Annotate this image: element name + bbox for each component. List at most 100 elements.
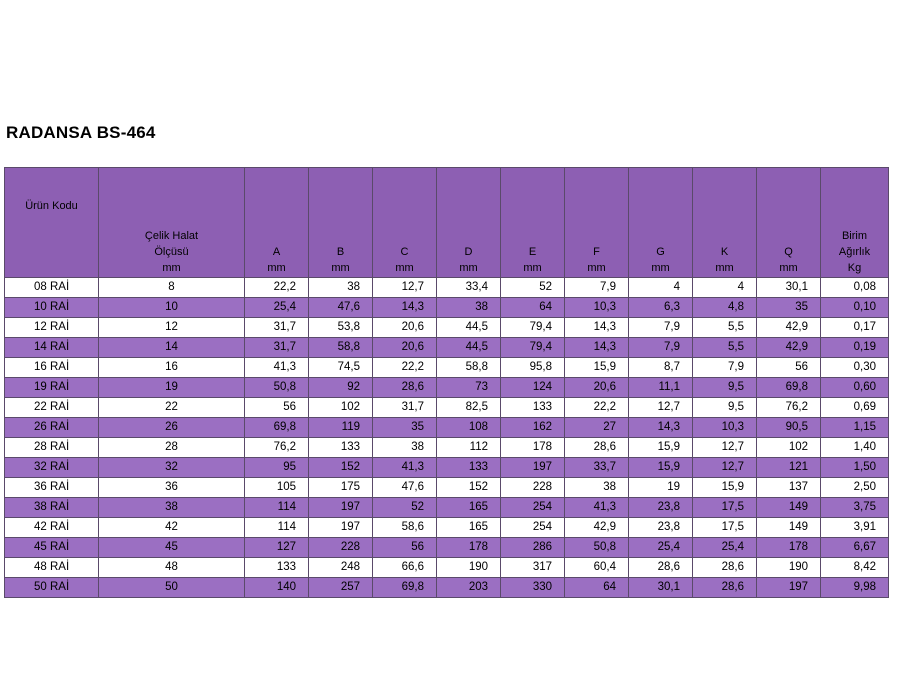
header-col-label: D [464, 246, 473, 258]
dim-e-cell: 178 [500, 437, 565, 458]
dim-k-cell: 4 [692, 277, 757, 298]
dim-g-cell: 25,4 [628, 537, 693, 558]
dim-k-cell: 12,7 [692, 457, 757, 478]
dim-c-cell: 47,6 [372, 477, 437, 498]
dim-f-cell: 28,6 [564, 437, 629, 458]
dim-k-cell: 9,5 [692, 377, 757, 398]
rope-size-cell: 50 [98, 577, 245, 598]
dim-b-cell: 92 [308, 377, 373, 398]
dim-g-cell: 7,9 [628, 337, 693, 358]
dim-a-cell: 127 [244, 537, 309, 558]
dim-b-cell: 197 [308, 517, 373, 538]
dim-c-cell: 35 [372, 417, 437, 438]
unit-weight-cell: 0,30 [820, 357, 889, 378]
dim-d-cell: 44,5 [436, 317, 501, 338]
dim-e-cell: 317 [500, 557, 565, 578]
dim-e-cell: 162 [500, 417, 565, 438]
dim-k-cell: 10,3 [692, 417, 757, 438]
dim-c-cell: 69,8 [372, 577, 437, 598]
unit-weight-cell: 8,42 [820, 557, 889, 578]
dim-b-cell: 133 [308, 437, 373, 458]
rope-size-cell: 16 [98, 357, 245, 378]
dim-e-cell: 124 [500, 377, 565, 398]
dim-g-cell: 6,3 [628, 297, 693, 318]
header-rope-unit: mm [162, 262, 181, 274]
dim-q-cell: 149 [756, 517, 821, 538]
dim-f-cell: 64 [564, 577, 629, 598]
dim-k-cell: 4,8 [692, 297, 757, 318]
header-col-unit: mm [587, 262, 606, 274]
product-code-cell: 32 RAİ [4, 457, 99, 478]
table-row: 38 RAİ 38 114 197 52 165 254 41,3 23,8 17,5 149 3,7… [4, 497, 889, 518]
rope-size-cell: 42 [98, 517, 245, 538]
dim-e-cell: 52 [500, 277, 565, 298]
dim-f-cell: 20,6 [564, 377, 629, 398]
unit-weight-cell: 0,17 [820, 317, 889, 338]
dim-d-cell: 82,5 [436, 397, 501, 418]
dim-g-cell: 15,9 [628, 457, 693, 478]
dim-q-cell: 30,1 [756, 277, 821, 298]
header-col-label: B [336, 246, 345, 258]
dim-d-cell: 112 [436, 437, 501, 458]
unit-weight-cell: 0,10 [820, 297, 889, 318]
dim-c-cell: 31,7 [372, 397, 437, 418]
header-weight-line2: Ağırlık [838, 246, 871, 258]
dim-k-cell: 17,5 [692, 497, 757, 518]
dim-q-cell: 35 [756, 297, 821, 318]
product-code-cell: 16 RAİ [4, 357, 99, 378]
header-col-unit: mm [459, 262, 478, 274]
dim-e-cell: 64 [500, 297, 565, 318]
dim-g-cell: 12,7 [628, 397, 693, 418]
dim-a-cell: 114 [244, 517, 309, 538]
header-col-unit: mm [395, 262, 414, 274]
dim-f-cell: 7,9 [564, 277, 629, 298]
header-col-unit: mm [267, 262, 286, 274]
product-code-cell: 36 RAİ [4, 477, 99, 498]
product-code-cell: 50 RAİ [4, 577, 99, 598]
dim-a-cell: 133 [244, 557, 309, 578]
rope-size-cell: 28 [98, 437, 245, 458]
dim-f-cell: 33,7 [564, 457, 629, 478]
dim-b-cell: 53,8 [308, 317, 373, 338]
dim-k-cell: 5,5 [692, 337, 757, 358]
dim-d-cell: 38 [436, 297, 501, 318]
product-code-cell: 26 RAİ [4, 417, 99, 438]
dim-d-cell: 190 [436, 557, 501, 578]
dim-b-cell: 74,5 [308, 357, 373, 378]
dim-q-cell: 178 [756, 537, 821, 558]
dim-c-cell: 14,3 [372, 297, 437, 318]
dim-b-cell: 152 [308, 457, 373, 478]
rope-size-cell: 19 [98, 377, 245, 398]
dim-d-cell: 58,8 [436, 357, 501, 378]
dim-k-cell: 12,7 [692, 437, 757, 458]
dim-e-cell: 254 [500, 517, 565, 538]
product-code-cell: 10 RAİ [4, 297, 99, 318]
product-code-cell: 22 RAİ [4, 397, 99, 418]
dim-q-cell: 190 [756, 557, 821, 578]
header-code: Ürün Kodu [4, 167, 99, 278]
dim-q-cell: 121 [756, 457, 821, 478]
dim-f-cell: 14,3 [564, 337, 629, 358]
header-col-unit: mm [523, 262, 542, 274]
rope-size-cell: 26 [98, 417, 245, 438]
product-code-cell: 42 RAİ [4, 517, 99, 538]
dim-f-cell: 60,4 [564, 557, 629, 578]
dim-a-cell: 76,2 [244, 437, 309, 458]
unit-weight-cell: 2,50 [820, 477, 889, 498]
dim-a-cell: 105 [244, 477, 309, 498]
dim-g-cell: 7,9 [628, 317, 693, 338]
dim-k-cell: 7,9 [692, 357, 757, 378]
product-code-cell: 45 RAİ [4, 537, 99, 558]
dim-q-cell: 42,9 [756, 337, 821, 358]
dim-c-cell: 20,6 [372, 337, 437, 358]
dim-c-cell: 41,3 [372, 457, 437, 478]
dim-c-cell: 20,6 [372, 317, 437, 338]
dim-k-cell: 15,9 [692, 477, 757, 498]
dim-e-cell: 95,8 [500, 357, 565, 378]
rope-size-cell: 12 [98, 317, 245, 338]
unit-weight-cell: 0,08 [820, 277, 889, 298]
